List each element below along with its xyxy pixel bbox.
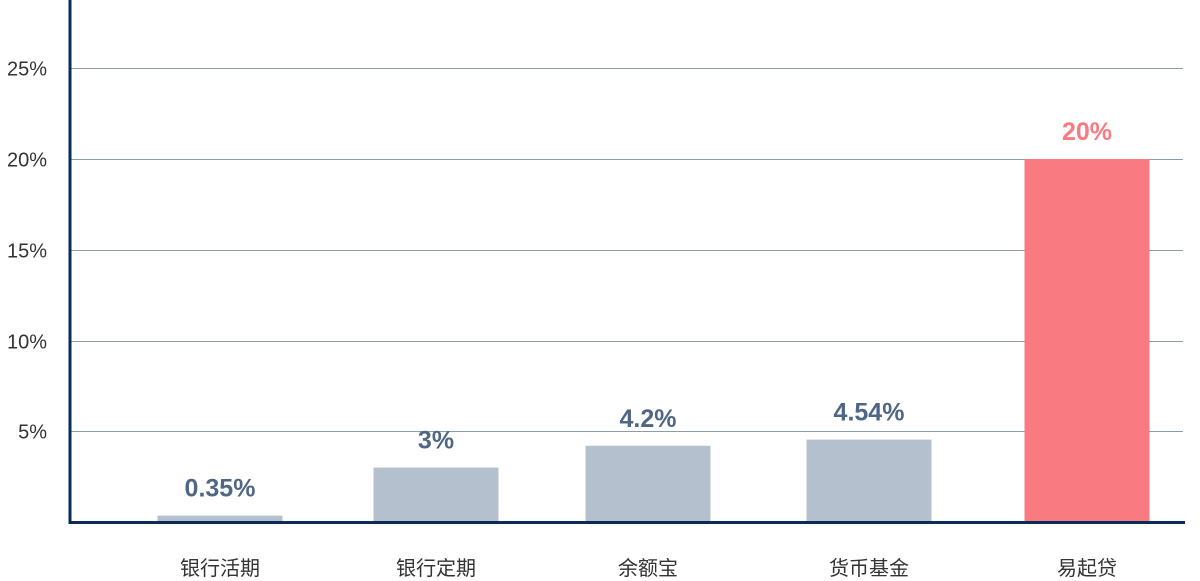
x-axis-ticks: 银行活期 银行定期 余额宝 货币基金 易起贷 (180, 556, 1117, 580)
y-tick-label: 15% (7, 241, 47, 263)
gridlines (70, 68, 1183, 432)
x-tick-label: 银行活期 (180, 556, 260, 580)
bar (157, 515, 283, 522)
bars (157, 159, 1150, 522)
bar (373, 467, 499, 522)
y-tick-label: 10% (7, 332, 47, 354)
bar (1024, 159, 1150, 522)
y-tick-label: 5% (18, 422, 47, 444)
x-tick-label: 货币基金 (829, 556, 909, 580)
bar (585, 445, 711, 522)
data-label: 0.35% (185, 475, 256, 503)
x-tick-label: 易起贷 (1057, 556, 1117, 580)
data-label: 4.54% (834, 399, 905, 427)
data-label: 4.2% (620, 405, 677, 433)
data-labels: 0.35% 3% 4.2% 4.54% 20% (185, 118, 1112, 503)
y-tick-label: 25% (7, 59, 47, 81)
y-tick-label: 20% (7, 150, 47, 172)
axes (68, 0, 1185, 524)
data-label: 20% (1062, 118, 1112, 146)
x-tick-label: 银行定期 (396, 556, 476, 580)
bar (806, 439, 932, 522)
x-tick-label: 余额宝 (618, 556, 678, 580)
y-axis-ticks: 5% 10% 15% 20% 25% (7, 59, 47, 444)
data-label: 3% (418, 427, 454, 455)
